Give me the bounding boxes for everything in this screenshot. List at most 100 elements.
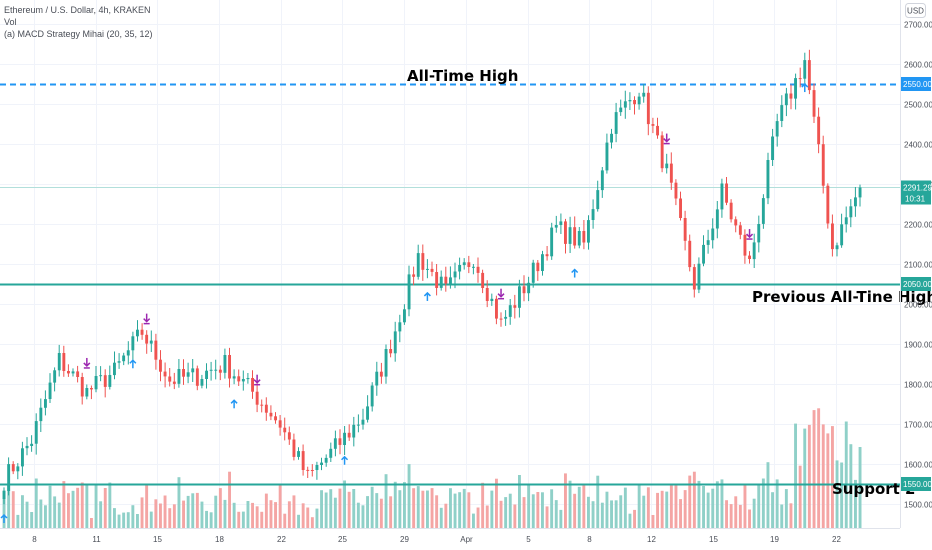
price-tick-label: 1500.00 [904, 501, 932, 510]
candle-body [393, 331, 397, 354]
candle-body [541, 254, 544, 271]
candle-body [191, 368, 195, 373]
volume-bar [472, 513, 475, 528]
volume-bar [798, 465, 802, 528]
candle-body [421, 253, 425, 270]
volume-bar [44, 505, 47, 528]
candle-body [559, 221, 563, 225]
candle-body [260, 404, 264, 406]
current-price-text: 2291.29 [903, 184, 932, 193]
volume-bar [545, 506, 549, 528]
volume-bar [62, 481, 66, 528]
time-tick-label: 22 [277, 535, 286, 544]
candle-body [734, 219, 738, 226]
chart-legend: Ethereum / U.S. Dollar, 4h, KRAKEN Vol (… [4, 5, 153, 39]
volume-bar [379, 498, 383, 528]
candle-body [99, 375, 103, 377]
candle-body [136, 329, 139, 337]
candle-body [490, 298, 494, 301]
price-tick-label: 1700.00 [904, 421, 932, 430]
price-axis[interactable]: 1500.00 1600.00 1700.00 1800.00 1900.00 2000.… [904, 21, 932, 510]
candle-body [398, 322, 402, 332]
volume-bar [807, 424, 811, 528]
volume-bar [310, 517, 314, 528]
volume-bar [651, 515, 655, 528]
candle-body [200, 379, 204, 386]
volume-bar [660, 490, 664, 528]
volume-bar [568, 480, 572, 528]
candle-body [435, 272, 439, 288]
candle-body [39, 407, 43, 422]
candle-body [821, 144, 825, 186]
volume-bar [614, 500, 618, 528]
candle-body [550, 227, 554, 257]
volume-bar [338, 488, 342, 528]
candle-body [600, 170, 604, 191]
volume-bar [711, 488, 715, 528]
level-badge [901, 477, 931, 491]
candle-body [660, 135, 664, 169]
candle-body [679, 198, 682, 218]
candle-body [628, 100, 632, 102]
volume-bar [669, 485, 673, 528]
volume-bar [274, 502, 277, 528]
volume-bar [320, 490, 323, 528]
candle-body [513, 305, 517, 308]
currency-button[interactable]: USD [905, 3, 926, 18]
candle-body [702, 244, 705, 264]
volume-bar [53, 496, 57, 528]
volume-bar [453, 493, 457, 528]
candle-body [794, 78, 797, 99]
volume-bar [476, 507, 480, 528]
candle-body [163, 371, 167, 377]
volume-bar [656, 492, 659, 528]
candle-body [683, 218, 687, 241]
countdown-text: 10:31 [905, 195, 926, 204]
candle-body [237, 376, 241, 382]
price-tick-label: 2100.00 [904, 261, 932, 270]
buy-marker-head [341, 455, 349, 461]
volume-bar [835, 460, 839, 528]
candle-body [807, 60, 811, 91]
time-tick-label: Apr [460, 535, 473, 544]
volume-bar [352, 489, 356, 528]
legend-volume: Vol [4, 17, 17, 27]
candle-body [826, 185, 830, 224]
candle-body [333, 438, 337, 449]
volume-bar [287, 501, 291, 528]
candle-body [692, 267, 696, 290]
candle-body [610, 133, 613, 143]
candle-body [472, 266, 475, 268]
volume-bar [11, 491, 15, 528]
volume-bar [306, 507, 310, 528]
candle-body [665, 163, 669, 169]
candle-body [495, 298, 498, 319]
grid [0, 0, 900, 528]
candle-body [356, 424, 360, 426]
candle-body [117, 361, 121, 363]
volume-bar [329, 489, 333, 528]
candle-body [743, 234, 747, 256]
time-axis[interactable]: 8 11 15 18 22 25 29 Apr 5 8 12 15 19 22 [32, 535, 841, 544]
volume-bar [94, 485, 98, 528]
volume-bar [467, 492, 471, 528]
candle-body [453, 271, 457, 278]
volume-bar [458, 492, 462, 528]
candle-body [103, 375, 107, 387]
candle-body [379, 371, 383, 377]
candle-body [706, 240, 710, 245]
volume-bar [577, 486, 581, 528]
volume-bar [559, 509, 563, 528]
volume-bar [600, 502, 604, 528]
volume-bar [315, 508, 319, 528]
candle-body [389, 349, 393, 354]
price-tick-label: 1800.00 [904, 381, 932, 390]
volume-bar [412, 488, 416, 528]
candle-body [264, 404, 268, 413]
current-price-badge [901, 180, 931, 205]
candle-body [122, 355, 126, 362]
volume-bar [633, 509, 636, 528]
volume-bar [85, 483, 89, 528]
buy-marker-head [423, 291, 431, 297]
